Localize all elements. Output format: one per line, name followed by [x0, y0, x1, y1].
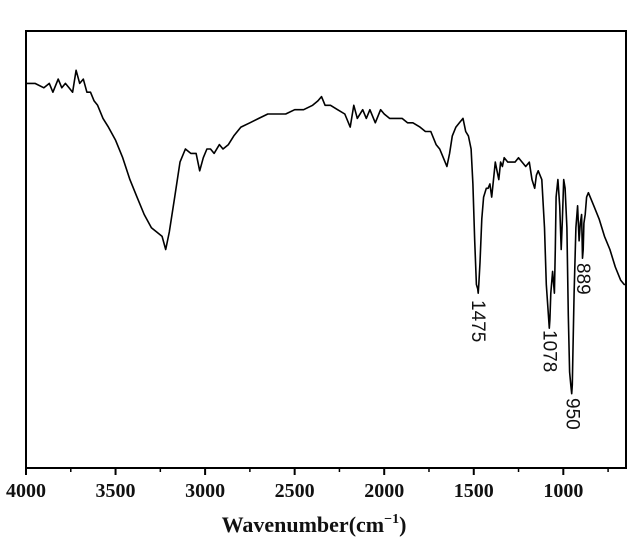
x-axis-tick-labels: 4000 3500 3000 2500 2000 1500 1000	[6, 480, 583, 502]
peak-label-889: 889	[572, 263, 593, 295]
x-tick-label: 3000	[185, 480, 225, 502]
x-tick-label: 4000	[6, 480, 46, 502]
x-tick-label: 3500	[96, 480, 136, 502]
x-tick-label: 1500	[454, 480, 494, 502]
x-axis-ticks	[25, 468, 609, 475]
peak-label-950: 950	[561, 398, 582, 430]
peak-annotations: 1475 1078 950 889	[467, 263, 593, 430]
plot-frame	[25, 30, 627, 469]
peak-label-1475: 1475	[467, 300, 488, 342]
peak-label-1078: 1078	[538, 330, 559, 372]
spectrum-line	[26, 69, 626, 395]
x-tick-label: 2500	[275, 480, 315, 502]
x-tick-label: 2000	[364, 480, 404, 502]
x-axis-title: Wavenumber(cm−1)	[222, 512, 407, 537]
x-tick-label: 1000	[543, 480, 583, 502]
